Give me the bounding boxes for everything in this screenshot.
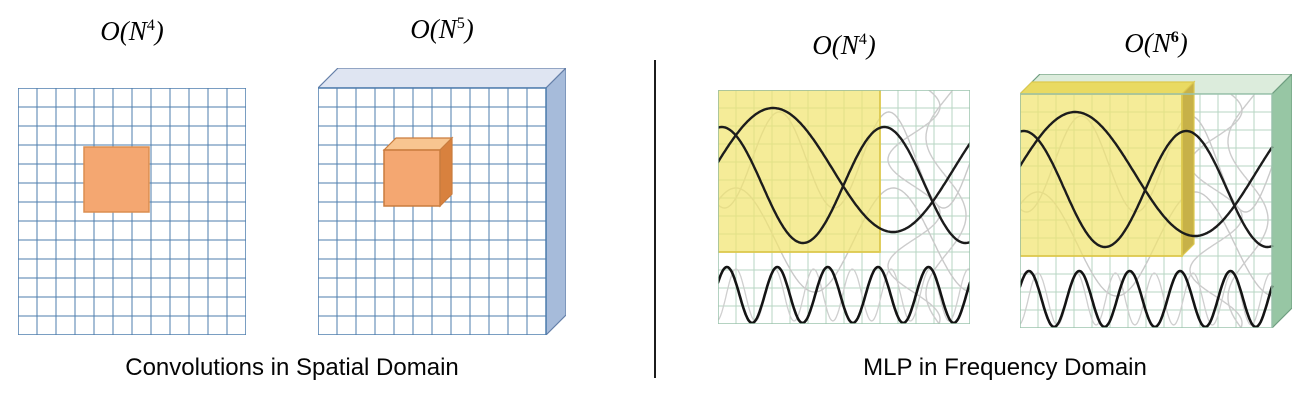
mlp-2d-grid-figure [716, 89, 972, 329]
kept-modes-region [1019, 93, 1183, 257]
caption-convolutions-spatial: Convolutions in Spatial Domain [125, 354, 459, 381]
kept-modes-side-face [1181, 80, 1195, 258]
complexity-label-conv-2d: O(N4) [18, 16, 246, 47]
complexity-suffix: ) [154, 16, 164, 46]
conv-kernel [383, 149, 441, 207]
caption-mlp-frequency: MLP in Frequency Domain [863, 354, 1147, 381]
complexity-suffix: ) [1178, 28, 1188, 58]
complexity-exponent: 6 [1170, 28, 1179, 46]
mlp-3d-grid-figure [1018, 72, 1294, 333]
complexity-label-conv-3d: O(N5) [318, 14, 566, 45]
kept-modes-region [717, 89, 881, 253]
complexity-label-mlp-3d: O(N6) [1020, 28, 1292, 59]
sine-wave [925, 89, 967, 325]
complexity-exponent: 4 [858, 30, 867, 48]
conv-3d-grid-figure [316, 66, 568, 340]
sine-wave [1227, 93, 1269, 329]
conv-2d-grid-figure-svg [17, 87, 247, 336]
conv-2d-grid-figure [17, 87, 247, 340]
section-divider [654, 60, 656, 378]
mlp-3d-grid-figure-svg [1018, 72, 1294, 330]
complexity-suffix: ) [464, 14, 474, 44]
sine-wave [716, 265, 972, 325]
complexity-prefix: O(N [410, 14, 457, 44]
kept-modes-top-face [1018, 81, 1196, 95]
top-face [316, 67, 568, 89]
sine-wave [1018, 269, 1274, 329]
sine-wave [716, 125, 972, 245]
complexity-prefix: O(N [100, 16, 147, 46]
kernel-side-face [439, 136, 453, 208]
complexity-prefix: O(N [1124, 28, 1171, 58]
sine-wave [1018, 110, 1274, 238]
conv-kernel [83, 146, 150, 213]
mlp-2d-grid-figure-svg [716, 89, 972, 325]
sine-wave [1018, 129, 1274, 249]
complexity-exponent: 4 [146, 16, 155, 34]
side-face [545, 66, 567, 337]
sine-wave [716, 106, 972, 234]
complexity-prefix: O(N [812, 30, 859, 60]
sine-wave [1189, 93, 1243, 329]
sine-wave [887, 89, 941, 325]
conv-3d-grid-figure-svg [316, 66, 568, 337]
complexity-suffix: ) [866, 30, 876, 60]
side-face [1271, 72, 1293, 330]
complexity-exponent: 5 [456, 14, 465, 32]
complexity-label-mlp-2d: O(N4) [718, 30, 970, 61]
